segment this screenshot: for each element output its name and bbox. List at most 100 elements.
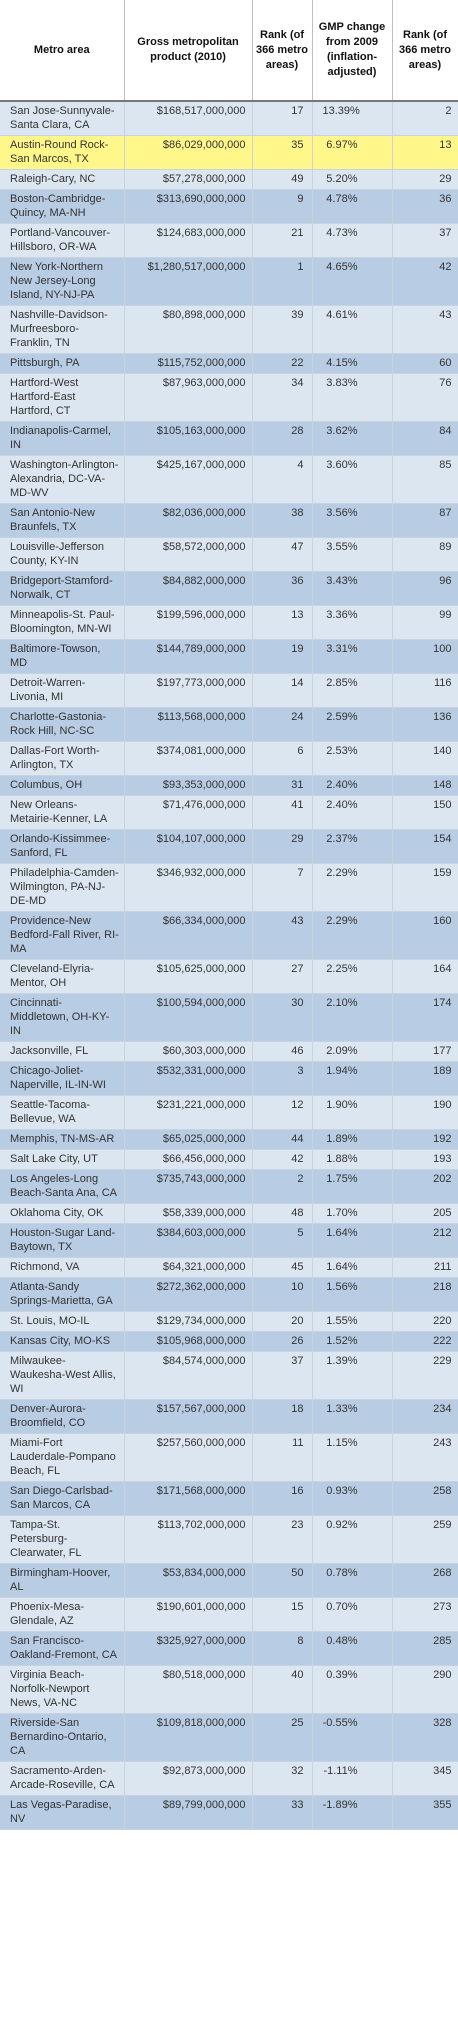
change-rank-cell: 189 bbox=[392, 1061, 458, 1096]
gmp-cell: $89,799,000,000 bbox=[124, 1795, 253, 1830]
metro-name-cell: Miami-Fort Lauderdale-Pompano Beach, FL bbox=[0, 1433, 125, 1482]
table-header: Metro area Gross metropolitan product (2… bbox=[0, 0, 458, 102]
change-rank-cell: 328 bbox=[392, 1713, 458, 1762]
table-row: St. Louis, MO-IL $129,734,000,000 20 1.55% 2… bbox=[0, 1311, 458, 1332]
table-row: Detroit-Warren-Livonia, MI $197,773,000,0… bbox=[0, 673, 458, 708]
gmp-cell: $84,882,000,000 bbox=[124, 571, 253, 606]
gmp-cell: $144,789,000,000 bbox=[124, 639, 253, 674]
change-rank-cell: 164 bbox=[392, 959, 458, 994]
gmp-rank-cell: 42 bbox=[252, 1149, 313, 1170]
change-rank-cell: 76 bbox=[392, 373, 458, 422]
gmp-cell: $66,334,000,000 bbox=[124, 911, 253, 960]
metro-name-cell: Pittsburgh, PA bbox=[0, 353, 125, 374]
gmp-cell: $80,898,000,000 bbox=[124, 305, 253, 354]
metro-name-cell: Richmond, VA bbox=[0, 1257, 125, 1278]
metro-name-cell: Louisville-Jefferson County, KY-IN bbox=[0, 537, 125, 572]
gmp-cell: $105,968,000,000 bbox=[124, 1331, 253, 1352]
gmp-cell: $115,752,000,000 bbox=[124, 353, 253, 374]
table-row: Nashville-Davidson-Murfreesboro-Franklin… bbox=[0, 305, 458, 354]
metro-name-cell: Denver-Aurora-Broomfield, CO bbox=[0, 1399, 125, 1434]
gmp-rank-cell: 9 bbox=[252, 189, 313, 224]
metro-name-cell: New York-Northern New Jersey-Long Island… bbox=[0, 257, 125, 306]
header-change-rank: Rank (of 366 metro areas) bbox=[392, 0, 458, 102]
gmp-rank-cell: 26 bbox=[252, 1331, 313, 1352]
change-rank-cell: 154 bbox=[392, 829, 458, 864]
gmp-change-cell: 0.78% bbox=[312, 1563, 393, 1598]
metro-name-cell: San Diego-Carlsbad-San Marcos, CA bbox=[0, 1481, 125, 1516]
table-row: Atlanta-Sandy Springs-Marietta, GA $272,3… bbox=[0, 1277, 458, 1312]
gmp-cell: $92,873,000,000 bbox=[124, 1761, 253, 1796]
gmp-cell: $58,339,000,000 bbox=[124, 1203, 253, 1224]
change-rank-cell: 85 bbox=[392, 455, 458, 504]
metro-name-cell: San Antonio-New Braunfels, TX bbox=[0, 503, 125, 538]
gmp-rank-cell: 14 bbox=[252, 673, 313, 708]
gmp-cell: $197,773,000,000 bbox=[124, 673, 253, 708]
gmp-change-cell: 1.15% bbox=[312, 1433, 393, 1482]
table-row: Orlando-Kissimmee-Sanford, FL $104,107,00… bbox=[0, 829, 458, 864]
gmp-rank-cell: 33 bbox=[252, 1795, 313, 1830]
gmp-change-cell: 1.70% bbox=[312, 1203, 393, 1224]
gmp-change-cell: 2.53% bbox=[312, 741, 393, 776]
gmp-change-cell: 0.39% bbox=[312, 1665, 393, 1714]
table-row: Philadelphia-Camden-Wilmington, PA-NJ-DE… bbox=[0, 863, 458, 912]
metro-name-cell: Washington-Arlington-Alexandria, DC-VA-M… bbox=[0, 455, 125, 504]
metro-name-cell: Baltimore-Towson, MD bbox=[0, 639, 125, 674]
gmp-rank-cell: 5 bbox=[252, 1223, 313, 1258]
gmp-change-cell: -0.55% bbox=[312, 1713, 393, 1762]
table-row: Dallas-Fort Worth-Arlington, TX $374,081,… bbox=[0, 741, 458, 776]
change-rank-cell: 258 bbox=[392, 1481, 458, 1516]
gmp-cell: $58,572,000,000 bbox=[124, 537, 253, 572]
metro-name-cell: Sacramento-Arden-Arcade-Roseville, CA bbox=[0, 1761, 125, 1796]
gmp-change-cell: 1.88% bbox=[312, 1149, 393, 1170]
metro-name-cell: Cleveland-Elyria-Mentor, OH bbox=[0, 959, 125, 994]
change-rank-cell: 211 bbox=[392, 1257, 458, 1278]
table-row: Milwaukee-Waukesha-West Allis, WI $84,574… bbox=[0, 1351, 458, 1400]
gmp-cell: $231,221,000,000 bbox=[124, 1095, 253, 1130]
change-rank-cell: 192 bbox=[392, 1129, 458, 1150]
table-row: Washington-Arlington-Alexandria, DC-VA-M… bbox=[0, 455, 458, 504]
gmp-rank-cell: 6 bbox=[252, 741, 313, 776]
gmp-rank-cell: 34 bbox=[252, 373, 313, 422]
gmp-rank-cell: 49 bbox=[252, 169, 313, 190]
gmp-rank-cell: 43 bbox=[252, 911, 313, 960]
metro-name-cell: Raleigh-Cary, NC bbox=[0, 169, 125, 190]
gmp-change-cell: 2.40% bbox=[312, 795, 393, 830]
header-gmp: Gross metropolitan product (2010) bbox=[124, 0, 253, 102]
gmp-rank-cell: 13 bbox=[252, 605, 313, 640]
gmp-change-cell: 1.75% bbox=[312, 1169, 393, 1204]
table-row: Columbus, OH $93,353,000,000 31 2.40% 148 bbox=[0, 775, 458, 796]
change-rank-cell: 268 bbox=[392, 1563, 458, 1598]
metro-name-cell: Oklahoma City, OK bbox=[0, 1203, 125, 1224]
gmp-rank-cell: 12 bbox=[252, 1095, 313, 1130]
table-row: Kansas City, MO-KS $105,968,000,000 26 1.52… bbox=[0, 1331, 458, 1352]
gmp-change-cell: 1.55% bbox=[312, 1311, 393, 1332]
gmp-change-cell: 3.55% bbox=[312, 537, 393, 572]
metro-name-cell: Dallas-Fort Worth-Arlington, TX bbox=[0, 741, 125, 776]
gmp-cell: $171,568,000,000 bbox=[124, 1481, 253, 1516]
gmp-cell: $113,702,000,000 bbox=[124, 1515, 253, 1564]
gmp-change-cell: 0.93% bbox=[312, 1481, 393, 1516]
change-rank-cell: 99 bbox=[392, 605, 458, 640]
change-rank-cell: 136 bbox=[392, 707, 458, 742]
gmp-cell: $104,107,000,000 bbox=[124, 829, 253, 864]
gmp-change-cell: 5.20% bbox=[312, 169, 393, 190]
metro-name-cell: Nashville-Davidson-Murfreesboro-Franklin… bbox=[0, 305, 125, 354]
table-row: Miami-Fort Lauderdale-Pompano Beach, FL $… bbox=[0, 1433, 458, 1482]
gmp-change-cell: 4.78% bbox=[312, 189, 393, 224]
table-row: Charlotte-Gastonia-Rock Hill, NC-SC $113,… bbox=[0, 707, 458, 742]
gmp-cell: $66,456,000,000 bbox=[124, 1149, 253, 1170]
gmp-rank-cell: 31 bbox=[252, 775, 313, 796]
metro-name-cell: Salt Lake City, UT bbox=[0, 1149, 125, 1170]
metro-name-cell: Birmingham-Hoover, AL bbox=[0, 1563, 125, 1598]
gmp-change-cell: 1.90% bbox=[312, 1095, 393, 1130]
change-rank-cell: 89 bbox=[392, 537, 458, 572]
table-row: Boston-Cambridge-Quincy, MA-NH $313,690,0… bbox=[0, 189, 458, 224]
change-rank-cell: 116 bbox=[392, 673, 458, 708]
change-rank-cell: 140 bbox=[392, 741, 458, 776]
table-row: Phoenix-Mesa-Glendale, AZ $190,601,000,00… bbox=[0, 1597, 458, 1632]
gmp-change-cell: 1.52% bbox=[312, 1331, 393, 1352]
gmp-rank-cell: 19 bbox=[252, 639, 313, 674]
gmp-cell: $199,596,000,000 bbox=[124, 605, 253, 640]
table-body: San Jose-Sunnyvale-Santa Clara, CA $168,5… bbox=[0, 101, 458, 1830]
gmp-cell: $86,029,000,000 bbox=[124, 135, 253, 170]
